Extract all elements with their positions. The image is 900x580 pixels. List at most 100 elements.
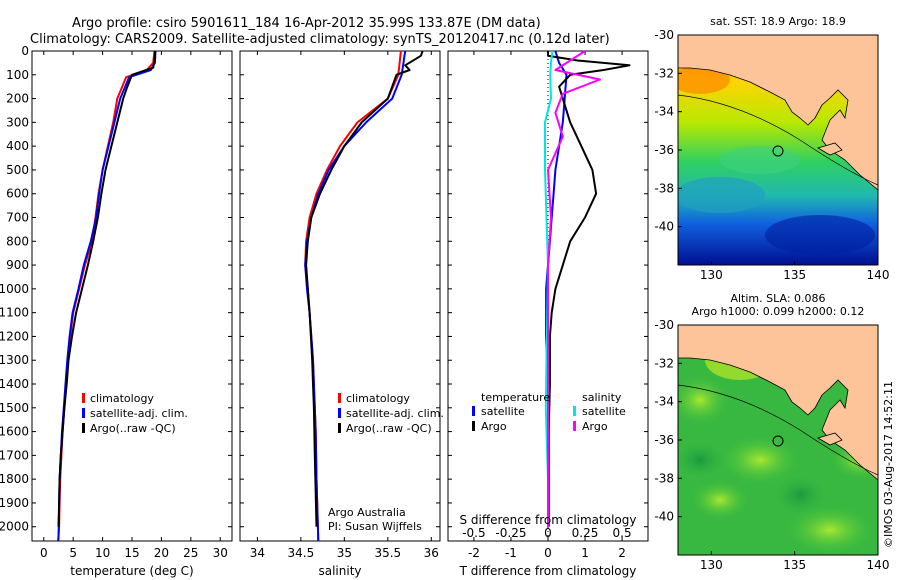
- sst-map-title: sat. SST: 18.9 Argo: 18.9: [710, 15, 846, 28]
- legend-label-satellite: satellite-adj. clim.: [346, 407, 444, 420]
- y-tick-label: 300: [6, 115, 29, 129]
- map-y-tick-label: -34: [654, 395, 674, 409]
- map-y-tick-label: -30: [654, 28, 674, 42]
- salinity-x-label: salinity: [318, 564, 361, 578]
- map-x-tick-label: 135: [783, 558, 806, 572]
- y-tick-label: 1400: [0, 377, 29, 391]
- map-y-tick-label: -36: [654, 433, 674, 447]
- y-tick-label: 2000: [0, 520, 29, 534]
- legend-swatch-s-argo: [573, 421, 576, 431]
- legend-label-s-argo: Argo: [582, 420, 608, 433]
- map-y-tick-label: -32: [654, 356, 674, 370]
- legend-swatch-climatology: [82, 393, 85, 403]
- sst-map-panel: sat. SST: 18.9 Argo: 18.9 130 135 140 -30 -3…: [654, 15, 889, 282]
- y-tick-label: 1900: [0, 496, 29, 510]
- y-tick-label: 200: [6, 92, 29, 106]
- map-x-tick-label: 140: [867, 268, 890, 282]
- legend-label-t-satellite: satellite: [481, 405, 525, 418]
- x2-tick-label: 0.5: [613, 526, 632, 540]
- map-y-tick-label: -40: [654, 220, 674, 234]
- legend-heading-temperature: temperature: [481, 391, 550, 404]
- y-tick-label: 1000: [0, 282, 29, 296]
- series-line-salinity-argo: [547, 50, 601, 527]
- y-tick-label: 1800: [0, 472, 29, 486]
- x-tick-label: 2: [618, 546, 626, 560]
- x-tick-label: 34.5: [288, 546, 315, 560]
- y-tick-label: 1200: [0, 329, 29, 343]
- x-tick-label: -2: [468, 546, 480, 560]
- map-x-tick-label: 135: [783, 268, 806, 282]
- map-y-tick-label: -30: [654, 318, 674, 332]
- x-tick-label: -1: [505, 546, 517, 560]
- map-y-tick-label: -36: [654, 143, 674, 157]
- temperature-plot-frame: [31, 50, 233, 542]
- difference-legend: temperature satellite Argo salinity sate…: [472, 391, 626, 433]
- legend-heading-salinity: salinity: [582, 391, 622, 404]
- map-y-tick-label: -32: [654, 66, 674, 80]
- y-tick-label: 700: [6, 211, 29, 225]
- temperature-x-label: temperature (deg C): [70, 564, 193, 578]
- x-tick-label: 20: [154, 546, 169, 560]
- legend-label-argo: Argo(..raw -QC): [90, 422, 176, 435]
- x-tick-label: 1: [581, 546, 589, 560]
- x-tick-label: 0: [544, 546, 552, 560]
- x2-tick-label: 0: [544, 526, 552, 540]
- y-tick-label: 1700: [0, 448, 29, 462]
- x-tick-label: 0: [40, 546, 48, 560]
- x-tick-label: 25: [183, 546, 198, 560]
- salinity-annotation-line2: PI: Susan Wijffels: [328, 520, 422, 533]
- y-tick-label: 600: [6, 187, 29, 201]
- salinity-annotation-line1: Argo Australia: [328, 506, 406, 519]
- legend-swatch-satellite: [338, 408, 341, 418]
- s-difference-x-label: S difference from climatology: [460, 513, 637, 527]
- salinity-panel: 34 34.5 35 35.5 36 salinity climatology sate…: [239, 50, 444, 578]
- legend-swatch-t-satellite: [472, 406, 475, 416]
- y-tick-label: 1300: [0, 353, 29, 367]
- legend-label-t-argo: Argo: [481, 420, 507, 433]
- difference-panel: -2 -1 0 1 2 -0.5 -0.25 0 0.25 0.5 T difference fr…: [447, 50, 649, 578]
- x-tick-label: 35: [337, 546, 352, 560]
- sla-map-panel: Altim. SLA: 0.086 Argo h1000: 0.099 h200…: [654, 292, 890, 572]
- sla-map-image: [678, 325, 878, 555]
- series-line-satellite-adj-clim-: [57, 50, 157, 542]
- salinity-profile-lines: [304, 50, 424, 542]
- y-tick-label: 100: [6, 68, 29, 82]
- x-tick-label: 10: [95, 546, 110, 560]
- y-tick-label: 1100: [0, 306, 29, 320]
- difference-profile-lines: [544, 50, 631, 527]
- imos-credit: ©IMOS 03-Aug-2017 14:52:11: [882, 381, 895, 548]
- x2-tick-label: 0.25: [572, 526, 599, 540]
- series-line-climatology: [304, 50, 402, 542]
- x-tick-label: 36: [424, 546, 439, 560]
- y-tick-label: 900: [6, 258, 29, 272]
- series-line-temperature-argo: [547, 51, 631, 527]
- salinity-axes: 34 34.5 35 35.5 36: [240, 50, 440, 560]
- legend-swatch-argo: [82, 423, 85, 433]
- temperature-axes: 0 5 10 15 20 25 300100200300400500600700800900…: [0, 44, 232, 560]
- y-tick-label: 800: [6, 234, 29, 248]
- legend-swatch-satellite: [82, 408, 85, 418]
- y-tick-label: 1500: [0, 401, 29, 415]
- figure-title-line2: Climatology: CARS2009. Satellite-adjuste…: [30, 32, 610, 47]
- y-tick-label: 0: [21, 44, 29, 58]
- temperature-panel: 0 5 10 15 20 25 300100200300400500600700800900…: [0, 44, 233, 578]
- x-tick-label: 34: [250, 546, 265, 560]
- y-tick-label: 400: [6, 139, 29, 153]
- series-line-argo-raw-qc-: [57, 51, 156, 527]
- legend-swatch-t-argo: [472, 421, 475, 431]
- legend-swatch-climatology: [338, 393, 341, 403]
- map-x-tick-label: 140: [867, 558, 890, 572]
- map-y-tick-label: -40: [654, 510, 674, 524]
- y-tick-label: 500: [6, 163, 29, 177]
- legend-label-climatology: climatology: [90, 392, 154, 405]
- map-x-tick-label: 130: [700, 558, 723, 572]
- map-y-tick-label: -34: [654, 105, 674, 119]
- temperature-legend: climatology satellite-adj. clim. Argo(..…: [82, 392, 188, 435]
- salinity-legend: climatology satellite-adj. clim. Argo(..…: [338, 392, 444, 435]
- series-line-argo-raw-qc-: [305, 50, 424, 527]
- sst-map-image: [678, 35, 878, 265]
- figure-title-line1: Argo profile: csiro 5901611_184 16-Apr-2…: [72, 16, 541, 31]
- x2-tick-label: -0.5: [462, 526, 485, 540]
- x-tick-label: 30: [213, 546, 228, 560]
